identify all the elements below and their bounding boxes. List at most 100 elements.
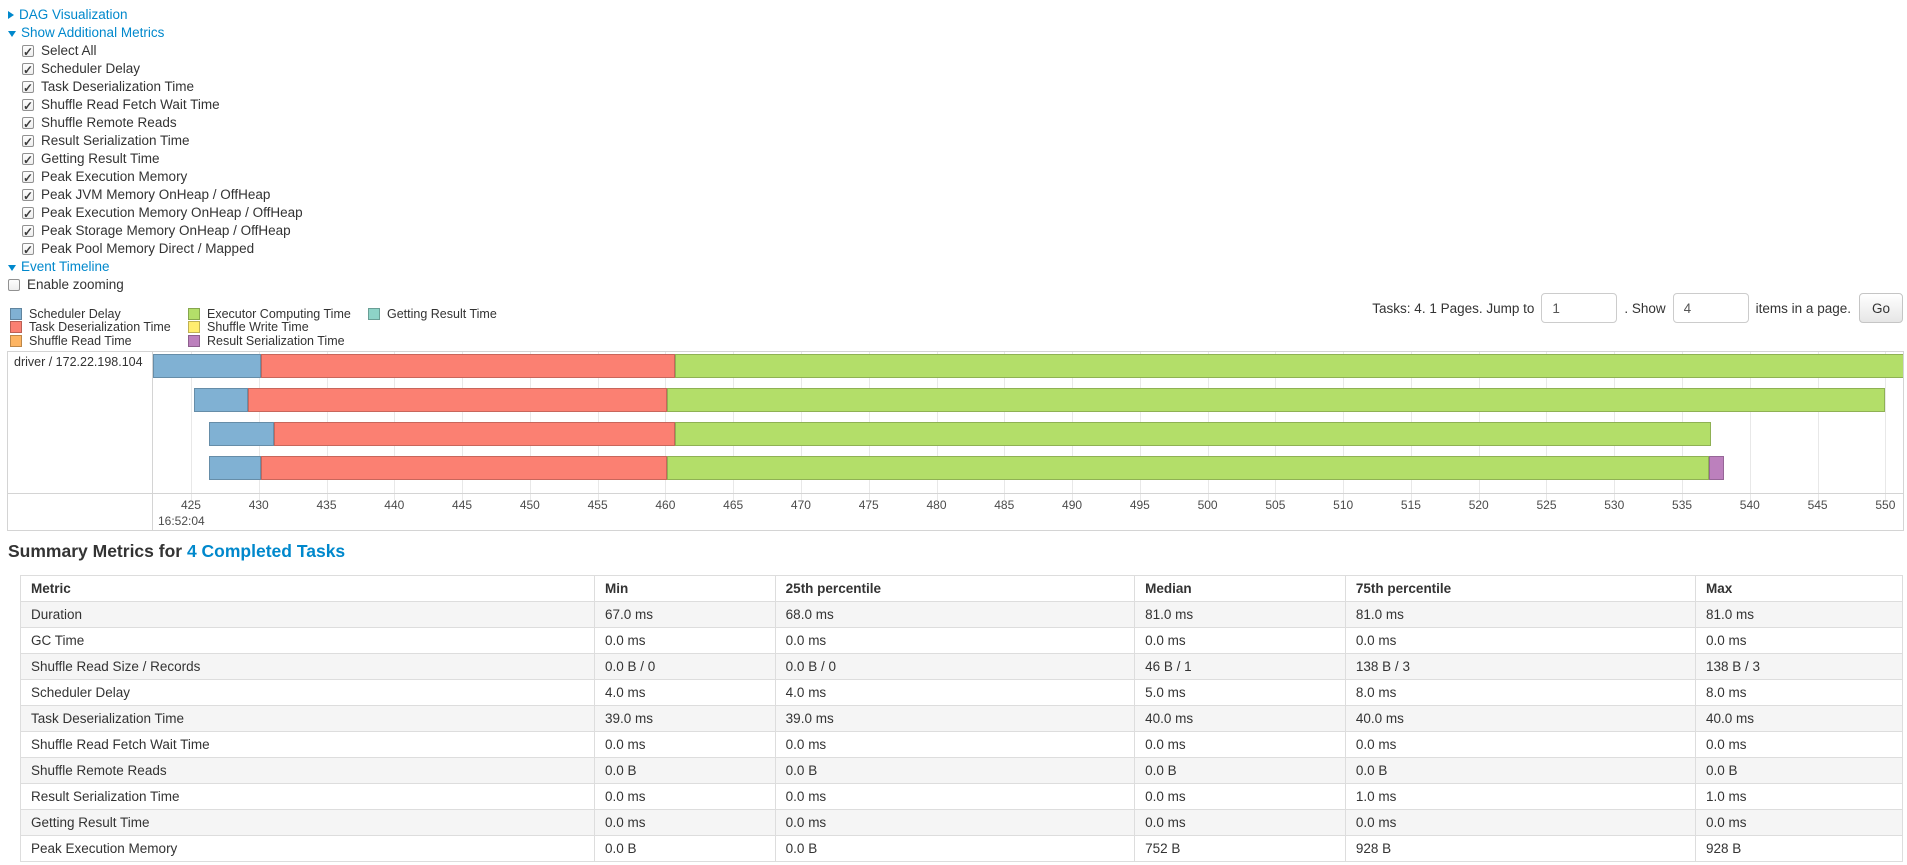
result-serialization-bar-segment[interactable] bbox=[1709, 456, 1725, 480]
event-timeline-toggle[interactable]: Event Timeline bbox=[8, 258, 110, 276]
metric-checkbox-row: Task Deserialization Time bbox=[8, 78, 303, 97]
summary-table-cell: 0.0 ms bbox=[1694, 731, 1904, 758]
axis-tick-label: 515 bbox=[1400, 498, 1421, 512]
summary-table-cell: Shuffle Read Fetch Wait Time bbox=[20, 731, 595, 758]
summary-column-header: 75th percentile bbox=[1344, 575, 1696, 602]
axis-tick-label: 475 bbox=[858, 498, 879, 512]
legend-item: Shuffle Read Time bbox=[10, 334, 188, 348]
metric-checkbox-label: Peak Pool Memory Direct / Mapped bbox=[41, 241, 255, 256]
legend-item: Task Deserialization Time bbox=[10, 320, 188, 334]
axis-tick-label: 480 bbox=[926, 498, 947, 512]
metric-checkbox[interactable] bbox=[22, 187, 34, 205]
dag-visualization-toggle[interactable]: DAG Visualization bbox=[8, 6, 128, 24]
summary-table-cell: 81.0 ms bbox=[1694, 601, 1904, 628]
metric-checkbox[interactable] bbox=[22, 169, 34, 187]
summary-table-cell: 0.0 B bbox=[1134, 757, 1346, 784]
metric-checkbox-row: Shuffle Read Fetch Wait Time bbox=[8, 96, 303, 115]
executor-computing-bar-segment[interactable] bbox=[674, 354, 1903, 378]
metric-checkbox-label: Peak Execution Memory bbox=[41, 169, 188, 184]
executor-computing-bar-segment[interactable] bbox=[666, 456, 1710, 480]
metric-checkbox-row: Peak Execution Memory OnHeap / OffHeap bbox=[8, 204, 303, 223]
metric-checkbox[interactable] bbox=[22, 43, 34, 61]
metric-checkbox-label: Peak Execution Memory OnHeap / OffHeap bbox=[41, 205, 303, 220]
summary-table-cell: Result Serialization Time bbox=[20, 783, 595, 810]
axis-tick-label: 430 bbox=[248, 498, 269, 512]
summary-table-cell: 0.0 ms bbox=[594, 731, 776, 758]
metric-checkbox[interactable] bbox=[22, 241, 34, 259]
metric-checkbox-row: Getting Result Time bbox=[8, 150, 303, 169]
completed-tasks-link[interactable]: 4 Completed Tasks bbox=[186, 541, 346, 561]
metric-checkbox-label: Shuffle Remote Reads bbox=[41, 115, 177, 130]
summary-table-cell: 8.0 ms bbox=[1344, 679, 1696, 706]
scheduler-delay-bar-segment[interactable] bbox=[208, 456, 262, 480]
metric-checkbox-row: Scheduler Delay bbox=[8, 60, 303, 79]
pagination-prefix-text: Tasks: 4. 1 Pages. Jump to bbox=[1372, 300, 1535, 316]
summary-table-cell: 39.0 ms bbox=[774, 705, 1136, 732]
executor-computing-bar-segment[interactable] bbox=[666, 388, 1886, 412]
executor-row-label: driver / 172.22.198.104 bbox=[14, 355, 143, 369]
task-deserialization-bar-segment[interactable] bbox=[261, 456, 667, 480]
metric-checkbox[interactable] bbox=[22, 79, 34, 97]
summary-table-cell: 0.0 ms bbox=[1134, 809, 1346, 836]
metric-checkbox[interactable] bbox=[22, 151, 34, 169]
axis-tick-label: 445 bbox=[452, 498, 473, 512]
summary-table-cell: Getting Result Time bbox=[20, 809, 595, 836]
items-per-page-input[interactable] bbox=[1672, 293, 1749, 323]
axis-tick-label: 455 bbox=[587, 498, 608, 512]
summary-table-cell: 928 B bbox=[1694, 835, 1904, 862]
metric-checkbox[interactable] bbox=[22, 97, 34, 115]
metric-checkbox[interactable] bbox=[22, 133, 34, 151]
axis-tick-label: 510 bbox=[1333, 498, 1354, 512]
summary-heading-prefix: Summary Metrics for bbox=[8, 541, 187, 561]
summary-table-cell: 0.0 ms bbox=[1344, 731, 1696, 758]
show-additional-metrics-toggle[interactable]: Show Additional Metrics bbox=[8, 24, 164, 42]
metric-checkbox-label: Peak Storage Memory OnHeap / OffHeap bbox=[41, 223, 291, 238]
summary-table-row: Getting Result Time 0.0 ms 0.0 ms 0.0 ms 0.0… bbox=[20, 809, 1904, 836]
axis-tick-label: 505 bbox=[1265, 498, 1286, 512]
executor-computing-bar-segment[interactable] bbox=[674, 422, 1711, 446]
legend-label: Shuffle Write Time bbox=[207, 320, 309, 335]
timeline-axis: 16:52:04 425 430 435 440 445 450 455 460 465 470 4… bbox=[8, 493, 1903, 532]
axis-tick-label: 530 bbox=[1604, 498, 1625, 512]
summary-table-cell: 0.0 ms bbox=[594, 783, 776, 810]
enable-zooming-checkbox[interactable] bbox=[8, 279, 20, 291]
summary-table-cell: Scheduler Delay bbox=[20, 679, 595, 706]
scheduler-delay-bar-segment[interactable] bbox=[193, 388, 248, 412]
axis-tick-label: 520 bbox=[1468, 498, 1489, 512]
legend-item: Scheduler Delay bbox=[10, 307, 188, 321]
legend-label: Result Serialization Time bbox=[207, 333, 345, 348]
metric-checkbox[interactable] bbox=[22, 115, 34, 133]
metric-checkbox[interactable] bbox=[22, 61, 34, 79]
task-deserialization-bar-segment[interactable] bbox=[273, 422, 675, 446]
metrics-checkbox-list: Select All Scheduler Delay Task Deserializ… bbox=[8, 42, 303, 259]
metric-checkbox-row: Shuffle Remote Reads bbox=[8, 114, 303, 133]
summary-table-cell: 67.0 ms bbox=[594, 601, 776, 628]
summary-table-cell: 0.0 B bbox=[774, 835, 1136, 862]
task-pagination: Tasks: 4. 1 Pages. Jump to . Show items … bbox=[1372, 292, 1903, 324]
legend-label: Getting Result Time bbox=[387, 306, 497, 321]
scheduler-delay-bar-segment[interactable] bbox=[208, 422, 274, 446]
metric-checkbox-row: Select All bbox=[8, 42, 303, 61]
axis-tick-label: 465 bbox=[723, 498, 744, 512]
scheduler-delay-bar-segment[interactable] bbox=[153, 354, 262, 378]
task-deserialization-bar-segment[interactable] bbox=[247, 388, 667, 412]
metric-checkbox-row: Peak Storage Memory OnHeap / OffHeap bbox=[8, 222, 303, 241]
summary-table-cell: 0.0 B bbox=[1694, 757, 1904, 784]
metric-checkbox[interactable] bbox=[22, 223, 34, 241]
legend-label: Scheduler Delay bbox=[29, 306, 121, 321]
go-button[interactable]: Go bbox=[1858, 293, 1903, 323]
dag-visualization-label: DAG Visualization bbox=[19, 7, 128, 22]
task-deserialization-bar-segment[interactable] bbox=[261, 354, 675, 378]
axis-tick-label: 500 bbox=[1197, 498, 1218, 512]
summary-table-row: Scheduler Delay 4.0 ms 4.0 ms 5.0 ms 8.0 ms 8… bbox=[20, 679, 1904, 706]
summary-table-cell: 68.0 ms bbox=[774, 601, 1136, 628]
enable-zooming-label: Enable zooming bbox=[27, 277, 124, 292]
metric-checkbox-row: Peak Pool Memory Direct / Mapped bbox=[8, 240, 303, 259]
axis-tick-label: 435 bbox=[316, 498, 337, 512]
metric-checkbox[interactable] bbox=[22, 205, 34, 223]
summary-table-cell: 81.0 ms bbox=[1134, 601, 1346, 628]
jump-to-page-input[interactable] bbox=[1541, 293, 1618, 323]
expanded-arrow-icon bbox=[8, 265, 16, 271]
summary-table-cell: Duration bbox=[20, 601, 595, 628]
legend-swatch bbox=[10, 321, 22, 334]
